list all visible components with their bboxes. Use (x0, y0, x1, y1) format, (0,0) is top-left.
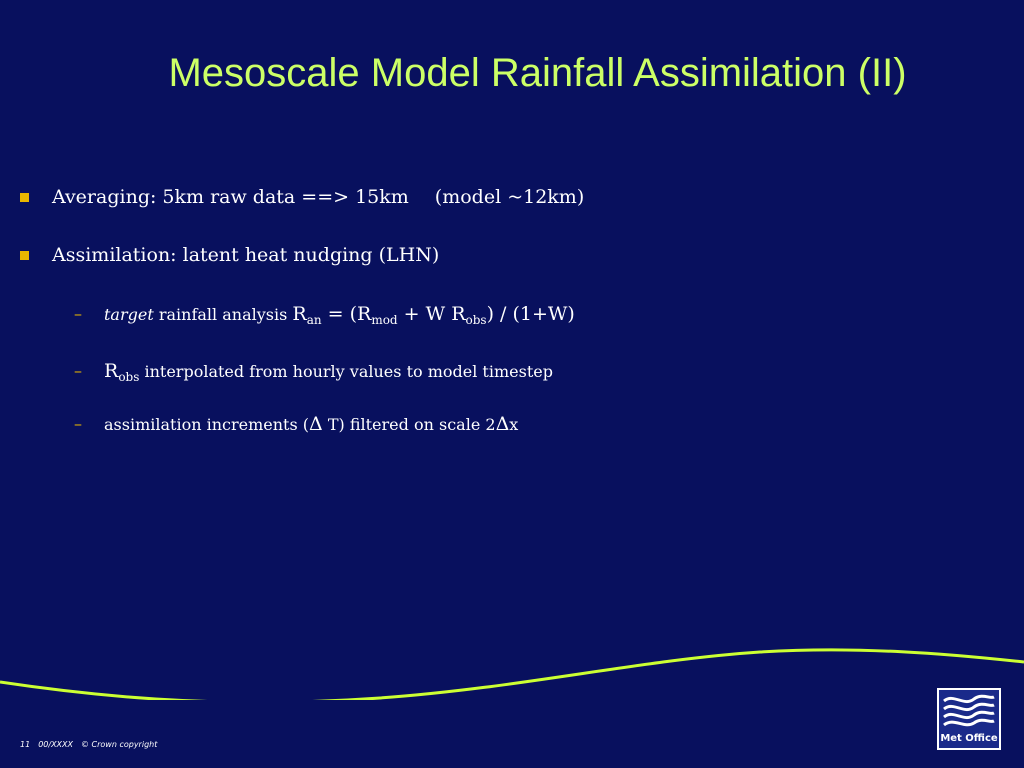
copyright-notice: © Crown copyright (80, 740, 158, 749)
bullet-assimilation-text: Assimilation: latent heat nudging (LHN) (52, 244, 440, 266)
dash-bullet-icon: – (74, 304, 82, 323)
document-code: 00/XXXX (38, 740, 73, 749)
bullet-averaging-text: Averaging: 5km raw data ==> 15km (52, 186, 409, 208)
slide-footer: 11 00/XXXX © Crown copyright (20, 740, 165, 749)
slide-title: Mesoscale Model Rainfall Assimilation (I… (168, 51, 907, 95)
bullet-averaging-note: (model ~12km) (434, 186, 585, 208)
wave-logo-icon (943, 694, 995, 727)
page-number: 11 (20, 740, 31, 749)
square-bullet-icon (20, 251, 29, 260)
square-bullet-icon (20, 193, 29, 202)
dash-bullet-icon: – (74, 414, 82, 433)
logo-text: Met Office (940, 733, 998, 744)
met-office-logo: Met Office (937, 688, 1001, 750)
decorative-wave-line (0, 648, 1024, 700)
dash-bullet-icon: – (74, 361, 82, 380)
